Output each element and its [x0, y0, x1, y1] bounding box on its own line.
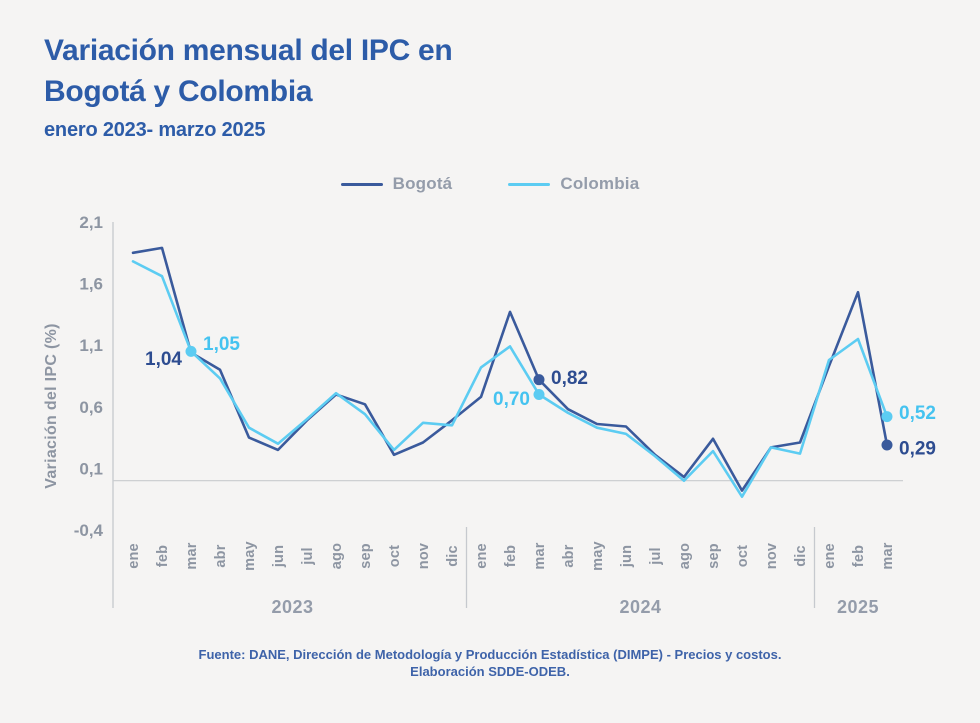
- elaboration-line: Elaboración SDDE-ODEB.: [410, 664, 570, 679]
- year-label: 2023: [271, 597, 313, 617]
- data-point-label: 0,29: [899, 438, 936, 459]
- x-tick-label: dic: [445, 545, 461, 567]
- data-point-label: 1,05: [203, 334, 240, 355]
- x-tick-label: ago: [677, 543, 693, 569]
- data-point-marker-colombia: [881, 411, 893, 423]
- y-tick-label: 0,1: [79, 459, 103, 478]
- x-tick-label: ago: [329, 543, 345, 569]
- page-title-line2: Bogotá y Colombia: [44, 75, 313, 108]
- x-tick-label: abr: [213, 544, 229, 567]
- legend-label-bogota: Bogotá: [392, 174, 453, 193]
- data-point-marker-bogot: [533, 374, 545, 386]
- year-label: 2025: [837, 597, 879, 617]
- x-tick-label: jun: [619, 545, 635, 568]
- x-tick-label: mar: [532, 542, 548, 569]
- data-point-label: 0,70: [493, 389, 530, 410]
- x-tick-label: jul: [300, 547, 316, 566]
- x-tick-label: feb: [851, 545, 867, 567]
- year-label: 2024: [619, 597, 661, 617]
- y-tick-label: 2,1: [79, 213, 103, 232]
- x-tick-label: ene: [822, 543, 838, 569]
- x-tick-label: ene: [474, 543, 490, 569]
- legend-label-colombia: Colombia: [560, 174, 640, 193]
- data-point-label: 1,04: [145, 349, 182, 370]
- x-tick-label: may: [242, 541, 258, 571]
- source-footer: Fuente: DANE, Dirección de Metodología y…: [0, 646, 980, 680]
- source-line: Fuente: DANE, Dirección de Metodología y…: [198, 647, 782, 662]
- x-tick-label: mar: [184, 542, 200, 569]
- x-tick-label: feb: [503, 545, 519, 567]
- x-tick-label: jul: [648, 547, 664, 566]
- x-tick-label: sep: [706, 543, 722, 569]
- y-tick-label: 1,1: [79, 336, 103, 355]
- page-title-line1: Variación mensual del IPC en: [44, 34, 453, 67]
- y-tick-label: 0,6: [79, 398, 103, 417]
- x-tick-label: mar: [880, 542, 896, 569]
- colombia-line-swatch: [508, 182, 551, 186]
- y-tick-label: 1,6: [79, 275, 103, 294]
- x-tick-label: nov: [764, 543, 780, 569]
- x-tick-label: oct: [735, 545, 751, 567]
- data-point-marker-bogot: [881, 439, 893, 451]
- x-tick-label: oct: [387, 545, 403, 567]
- x-tick-label: sep: [358, 543, 374, 569]
- series-line-bogot: [131, 246, 889, 492]
- y-tick-label: -0,4: [74, 521, 104, 540]
- x-tick-label: feb: [155, 545, 171, 567]
- legend-item-bogota: Bogotá: [340, 174, 453, 194]
- bogota-line-swatch: [340, 182, 383, 186]
- x-tick-label: ene: [126, 543, 142, 569]
- chart-legend: Bogotá Colombia: [0, 174, 980, 194]
- legend-item-colombia: Colombia: [508, 174, 639, 194]
- title-block: Variación mensual del IPC en Bogotá y Co…: [44, 30, 453, 142]
- x-tick-label: jun: [271, 545, 287, 568]
- data-point-label: 0,52: [899, 403, 936, 424]
- x-tick-label: dic: [793, 545, 809, 567]
- x-tick-label: nov: [416, 543, 432, 569]
- series-line-colombia: [131, 260, 889, 499]
- page-subtitle: enero 2023- marzo 2025: [44, 119, 266, 141]
- data-point-marker-colombia: [185, 345, 197, 357]
- data-point-marker-colombia: [533, 388, 545, 400]
- data-point-label: 0,82: [551, 368, 588, 389]
- x-tick-label: abr: [561, 544, 577, 567]
- x-tick-label: may: [590, 541, 606, 571]
